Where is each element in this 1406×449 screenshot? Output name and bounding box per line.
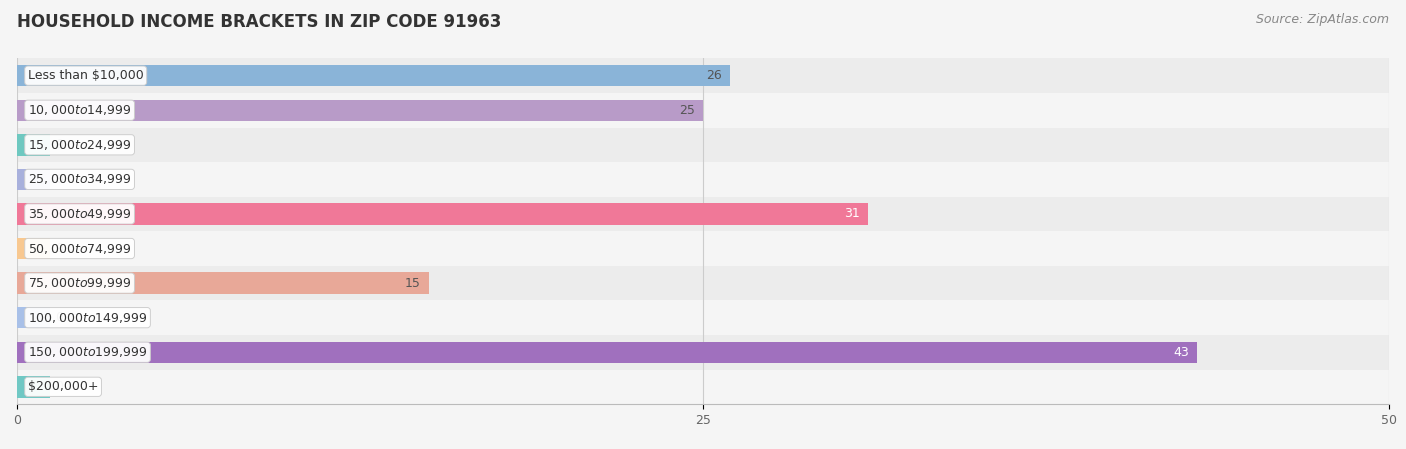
Bar [17, 128, 1389, 162]
Text: 15: 15 [405, 277, 420, 290]
Bar [17, 370, 1389, 404]
Text: Source: ZipAtlas.com: Source: ZipAtlas.com [1256, 13, 1389, 26]
Bar [17, 134, 49, 155]
Bar [17, 197, 1389, 231]
Text: 0: 0 [55, 138, 63, 151]
Text: $75,000 to $99,999: $75,000 to $99,999 [28, 276, 131, 290]
Text: 0: 0 [55, 311, 63, 324]
Text: 31: 31 [844, 207, 859, 220]
Text: 25: 25 [679, 104, 695, 117]
Text: 26: 26 [706, 69, 723, 82]
Text: $25,000 to $34,999: $25,000 to $34,999 [28, 172, 131, 186]
Text: 0: 0 [55, 173, 63, 186]
Bar [17, 376, 49, 397]
Bar [17, 300, 1389, 335]
Text: $15,000 to $24,999: $15,000 to $24,999 [28, 138, 131, 152]
Bar [17, 238, 49, 259]
Bar [17, 231, 1389, 266]
Text: 0: 0 [55, 380, 63, 393]
Bar [17, 203, 868, 224]
Bar [17, 162, 1389, 197]
Text: $150,000 to $199,999: $150,000 to $199,999 [28, 345, 148, 359]
Text: 43: 43 [1173, 346, 1189, 359]
Text: $50,000 to $74,999: $50,000 to $74,999 [28, 242, 131, 255]
Bar [17, 273, 429, 294]
Bar [17, 58, 1389, 93]
Text: $10,000 to $14,999: $10,000 to $14,999 [28, 103, 131, 117]
Text: HOUSEHOLD INCOME BRACKETS IN ZIP CODE 91963: HOUSEHOLD INCOME BRACKETS IN ZIP CODE 91… [17, 13, 502, 31]
Text: 0: 0 [55, 242, 63, 255]
Bar [17, 266, 1389, 300]
Bar [17, 307, 49, 328]
Bar [17, 169, 49, 190]
Bar [17, 65, 731, 86]
Bar [17, 342, 1197, 363]
Bar [17, 100, 703, 121]
Bar [17, 335, 1389, 370]
Text: $35,000 to $49,999: $35,000 to $49,999 [28, 207, 131, 221]
Text: $200,000+: $200,000+ [28, 380, 98, 393]
Bar [17, 93, 1389, 128]
Text: Less than $10,000: Less than $10,000 [28, 69, 143, 82]
Text: $100,000 to $149,999: $100,000 to $149,999 [28, 311, 148, 325]
